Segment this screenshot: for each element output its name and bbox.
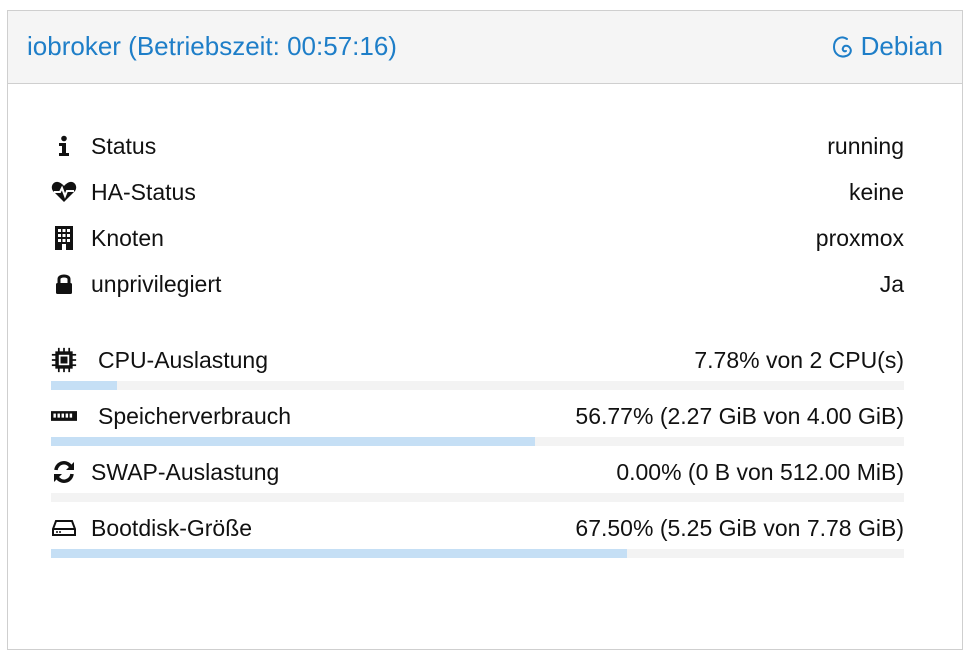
os-name: Debian	[860, 31, 943, 61]
info-icon	[51, 133, 77, 159]
os-label: Debian	[831, 31, 943, 62]
node-row: Knoten proxmox	[51, 217, 904, 257]
status-label: Status	[91, 133, 157, 159]
refresh-icon	[51, 459, 77, 485]
swap-value: 0.00% (0 B von 512.00 MiB)	[616, 459, 904, 485]
unprivileged-row: unprivilegiert Ja	[51, 263, 904, 303]
memory-icon	[51, 403, 77, 429]
swap-label: SWAP-Auslastung	[91, 459, 280, 485]
node-value: proxmox	[815, 225, 904, 251]
panel-header: iobroker (Betriebszeit: 00:57:16) Debian	[8, 11, 962, 84]
memory-usage-bar	[51, 437, 904, 446]
cpu-chip-icon	[51, 347, 77, 373]
ha-status-label: HA-Status	[91, 179, 196, 205]
swap-row: SWAP-Auslastung 0.00% (0 B von 512.00 Mi…	[51, 451, 904, 491]
cpu-label: CPU-Auslastung	[98, 347, 269, 373]
status-value: running	[827, 133, 904, 159]
hdd-icon	[51, 515, 77, 541]
status-row: Status running	[51, 125, 904, 165]
lock-icon	[51, 271, 77, 297]
memory-label: Speicherverbrauch	[98, 403, 292, 429]
ha-status-value: keine	[849, 179, 904, 205]
unprivileged-value: Ja	[879, 271, 904, 297]
swap-usage-bar	[51, 493, 904, 502]
node-label: Knoten	[91, 225, 164, 251]
cpu-usage-bar	[51, 381, 904, 390]
bootdisk-value: 67.50% (5.25 GiB von 7.78 GiB)	[575, 515, 904, 541]
memory-row: Speicherverbrauch 56.77% (2.27 GiB von 4…	[51, 395, 904, 435]
bootdisk-label: Bootdisk-Größe	[91, 515, 253, 541]
bootdisk-usage-bar	[51, 549, 904, 558]
guest-status-panel: iobroker (Betriebszeit: 00:57:16) Debian	[7, 10, 963, 650]
heartbeat-icon	[51, 179, 77, 205]
cpu-value: 7.78% von 2 CPU(s)	[694, 347, 904, 373]
debian-swirl-icon	[832, 35, 852, 57]
building-icon	[51, 225, 77, 251]
cpu-usage-fill	[51, 381, 118, 390]
memory-value: 56.77% (2.27 GiB von 4.00 GiB)	[575, 403, 904, 429]
memory-usage-fill	[51, 437, 536, 446]
panel-title: iobroker (Betriebszeit: 00:57:16)	[27, 31, 397, 61]
unprivileged-label: unprivilegiert	[91, 271, 222, 297]
cpu-row: CPU-Auslastung 7.78% von 2 CPU(s)	[51, 339, 904, 379]
bootdisk-row: Bootdisk-Größe 67.50% (5.25 GiB von 7.78…	[51, 507, 904, 547]
bootdisk-usage-fill	[51, 549, 627, 558]
ha-status-row: HA-Status keine	[51, 171, 904, 211]
